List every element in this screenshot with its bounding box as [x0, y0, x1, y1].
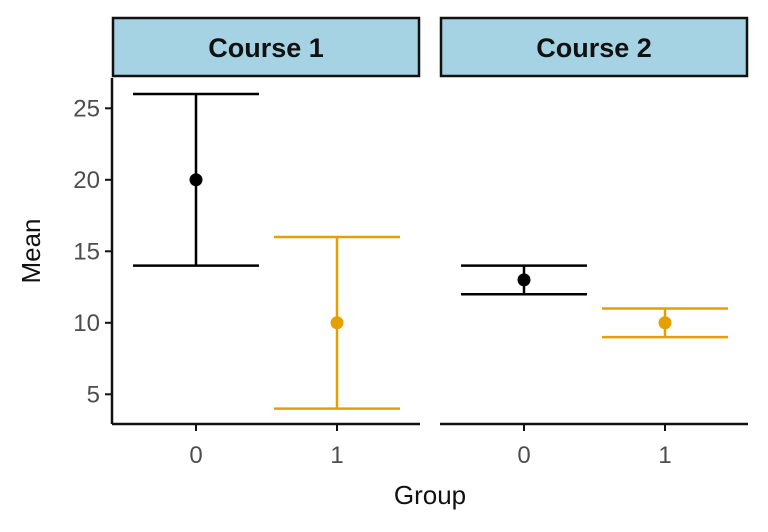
y-tick-label: 20	[73, 167, 100, 194]
facet-panel	[461, 264, 728, 339]
y-tick-label: 5	[87, 381, 100, 408]
mean-point	[189, 173, 203, 187]
x-tick-label: 0	[517, 442, 530, 469]
facet-panels	[133, 92, 728, 410]
facet-strip	[111, 16, 421, 78]
x-tick-label: 1	[658, 442, 671, 469]
facet-title: Course 2	[536, 33, 652, 63]
x-axis-title: Group	[394, 480, 466, 510]
x-tick-label: 1	[330, 442, 343, 469]
facet-strips: Course 1 Course 2	[111, 16, 749, 78]
facet-title: Course 1	[208, 33, 324, 63]
y-axis-title: Mean	[16, 218, 46, 283]
y-tick-label: 10	[73, 310, 100, 337]
y-tick-label: 15	[73, 238, 100, 265]
y-axis: 5 10 15 20 25	[73, 78, 114, 424]
x-tick-label: 0	[189, 442, 202, 469]
mean-point	[330, 316, 344, 330]
facet-panel	[133, 92, 400, 410]
y-tick-label: 25	[73, 95, 100, 122]
mean-point	[517, 273, 531, 287]
x-axis: 0 1 0 1	[112, 422, 748, 469]
facet-strip	[439, 16, 749, 78]
mean-point	[658, 316, 672, 330]
